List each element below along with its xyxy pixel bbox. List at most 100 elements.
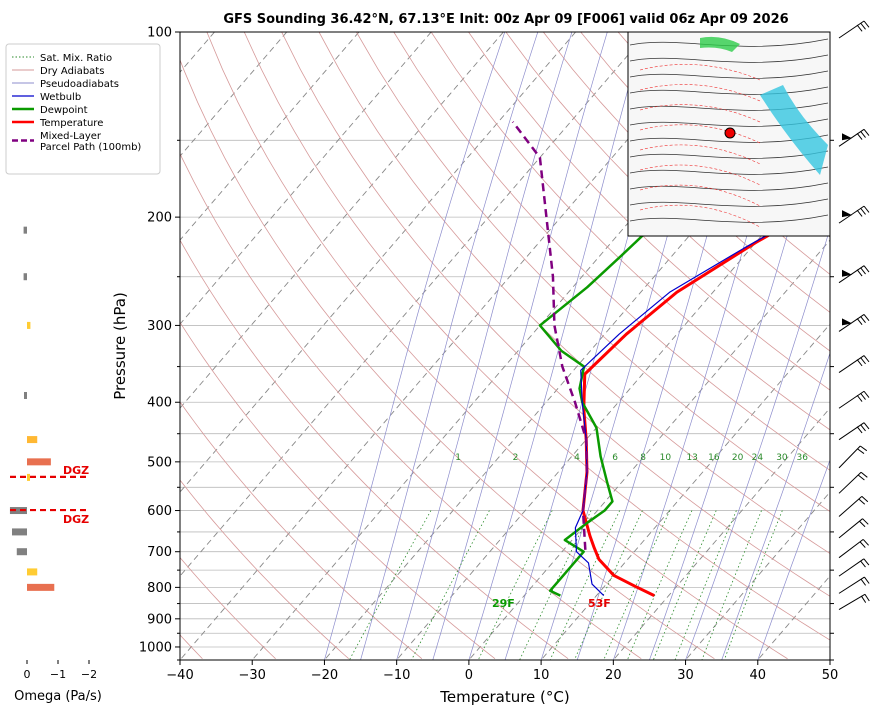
legend-label: Dewpoint	[40, 105, 88, 116]
mixing-ratio-line	[477, 510, 553, 660]
dry-adiabat	[180, 321, 496, 660]
mixing-ratio-line	[411, 510, 490, 660]
inset-green-area	[700, 36, 740, 52]
mixing-ratio-label: 36	[797, 453, 809, 463]
mixing-ratio-label: 30	[776, 453, 788, 463]
wind-barb-feather	[860, 578, 867, 586]
omega-bar	[27, 458, 51, 466]
pseudoadiabat	[540, 32, 723, 660]
legend: Sat. Mix. Ratio Dry Adiabats Pseudoadiabat…	[5, 43, 161, 175]
legend-label: Wetbulb	[40, 92, 81, 103]
wind-barb-feather	[863, 128, 870, 136]
wind-barb-pennant	[842, 133, 852, 141]
wind-barb-staff	[838, 539, 864, 559]
isotherm-line	[180, 32, 576, 493]
wind-barb-feather	[860, 207, 866, 215]
wind-barb-feather	[860, 130, 866, 138]
mixing-ratio-label: 16	[708, 453, 720, 463]
dry-adiabat	[206, 32, 788, 660]
isotherm-line	[180, 32, 721, 660]
isotherm-line	[180, 32, 504, 409]
y-tick-label: 700	[147, 545, 172, 560]
wind-barb-feather	[856, 209, 863, 217]
dry-adiabat	[430, 32, 830, 431]
isotherm-line	[468, 239, 830, 660]
dry-adiabat	[180, 401, 423, 660]
wind-barb-staff	[838, 422, 865, 441]
x-tick-label: −40	[166, 668, 193, 683]
inset-isotherm	[639, 64, 761, 81]
dry-adiabat	[180, 479, 349, 660]
wind-barb	[838, 314, 870, 332]
wind-barb-feather	[862, 539, 869, 546]
pseudoadiabat	[721, 351, 830, 660]
legend-label: Temperature	[39, 118, 103, 129]
pseudoadiabat	[396, 32, 573, 660]
wind-barb	[838, 471, 868, 494]
wind-barb-feather	[858, 498, 866, 505]
y-tick-label: 100	[147, 26, 172, 41]
inset-precip-area	[760, 85, 828, 175]
omega-bar	[9, 507, 27, 515]
wind-barb	[838, 205, 870, 224]
wind-barb-feather	[864, 593, 870, 602]
mixing-ratio-line	[349, 510, 432, 660]
wind-barb-feather	[860, 267, 866, 275]
pseudoadiabat	[576, 32, 763, 660]
mixing-ratio-line	[626, 510, 693, 660]
omega-bar	[23, 226, 27, 234]
mixing-ratio-label: 4	[574, 453, 580, 463]
pseudoadiabat	[613, 32, 805, 660]
inset-contour	[629, 86, 829, 95]
legend-box	[5, 43, 161, 175]
wind-barb-staff	[838, 496, 863, 517]
wind-barb	[838, 390, 870, 409]
dry-adiabat	[318, 32, 830, 554]
x-tick-label: −20	[311, 668, 338, 683]
omega-bar	[24, 391, 27, 399]
wind-barb-feather	[860, 392, 866, 400]
omega-tick-label: 0	[24, 668, 31, 681]
mixing-ratio-line	[723, 510, 783, 660]
wind-barb-pennant	[842, 318, 852, 326]
mixing-ratio-label: 13	[686, 453, 697, 463]
omega-tick-label: −2	[81, 668, 97, 681]
wind-barb	[838, 20, 870, 39]
y-tick-label: 400	[147, 396, 172, 411]
inset-isotherm	[639, 184, 761, 207]
wind-barb-staff	[838, 390, 865, 409]
x-tick-label: 50	[822, 668, 839, 683]
y-axis: 100 200 300 400 500 600 700 800 900 1000	[139, 26, 834, 661]
wind-barb-feather	[860, 595, 867, 603]
omega-bar	[27, 473, 30, 481]
dewpoint-surface-label: 29F	[492, 597, 515, 610]
legend-label: Dry Adiabats	[40, 66, 104, 77]
inset-contour	[629, 150, 829, 159]
wind-barb	[838, 558, 870, 577]
wind-barb-feather	[856, 132, 863, 140]
omega-tick-label: −1	[50, 668, 66, 681]
inset-isotherm	[639, 104, 761, 123]
y-tick-label: 600	[147, 504, 172, 519]
mixing-ratio-label: 1	[455, 453, 461, 463]
dry-adiabat	[542, 32, 830, 313]
wind-barb-staff	[838, 518, 863, 539]
wind-barb-staff	[838, 314, 865, 332]
wind-barb-staff	[838, 558, 865, 577]
y-tick-label: 200	[147, 211, 172, 226]
dry-adiabat	[243, 32, 830, 641]
inset-contour	[629, 198, 829, 207]
wind-barb-feather	[856, 318, 863, 326]
wind-barb-feather	[863, 314, 870, 322]
dry-adiabat	[356, 32, 830, 512]
y-tick-label: 1000	[139, 640, 172, 655]
dry-adiabat	[842, 32, 878, 659]
x-tick-label: −30	[239, 668, 266, 683]
wind-barb-feather	[856, 269, 863, 277]
wind-barb-staff	[838, 205, 865, 224]
dry-adiabat	[393, 32, 830, 471]
wind-barb-feather	[857, 474, 865, 481]
mixing-ratio-label: 10	[660, 453, 672, 463]
wind-barb	[838, 128, 870, 147]
legend-label: Mixed-Layer	[40, 131, 102, 142]
